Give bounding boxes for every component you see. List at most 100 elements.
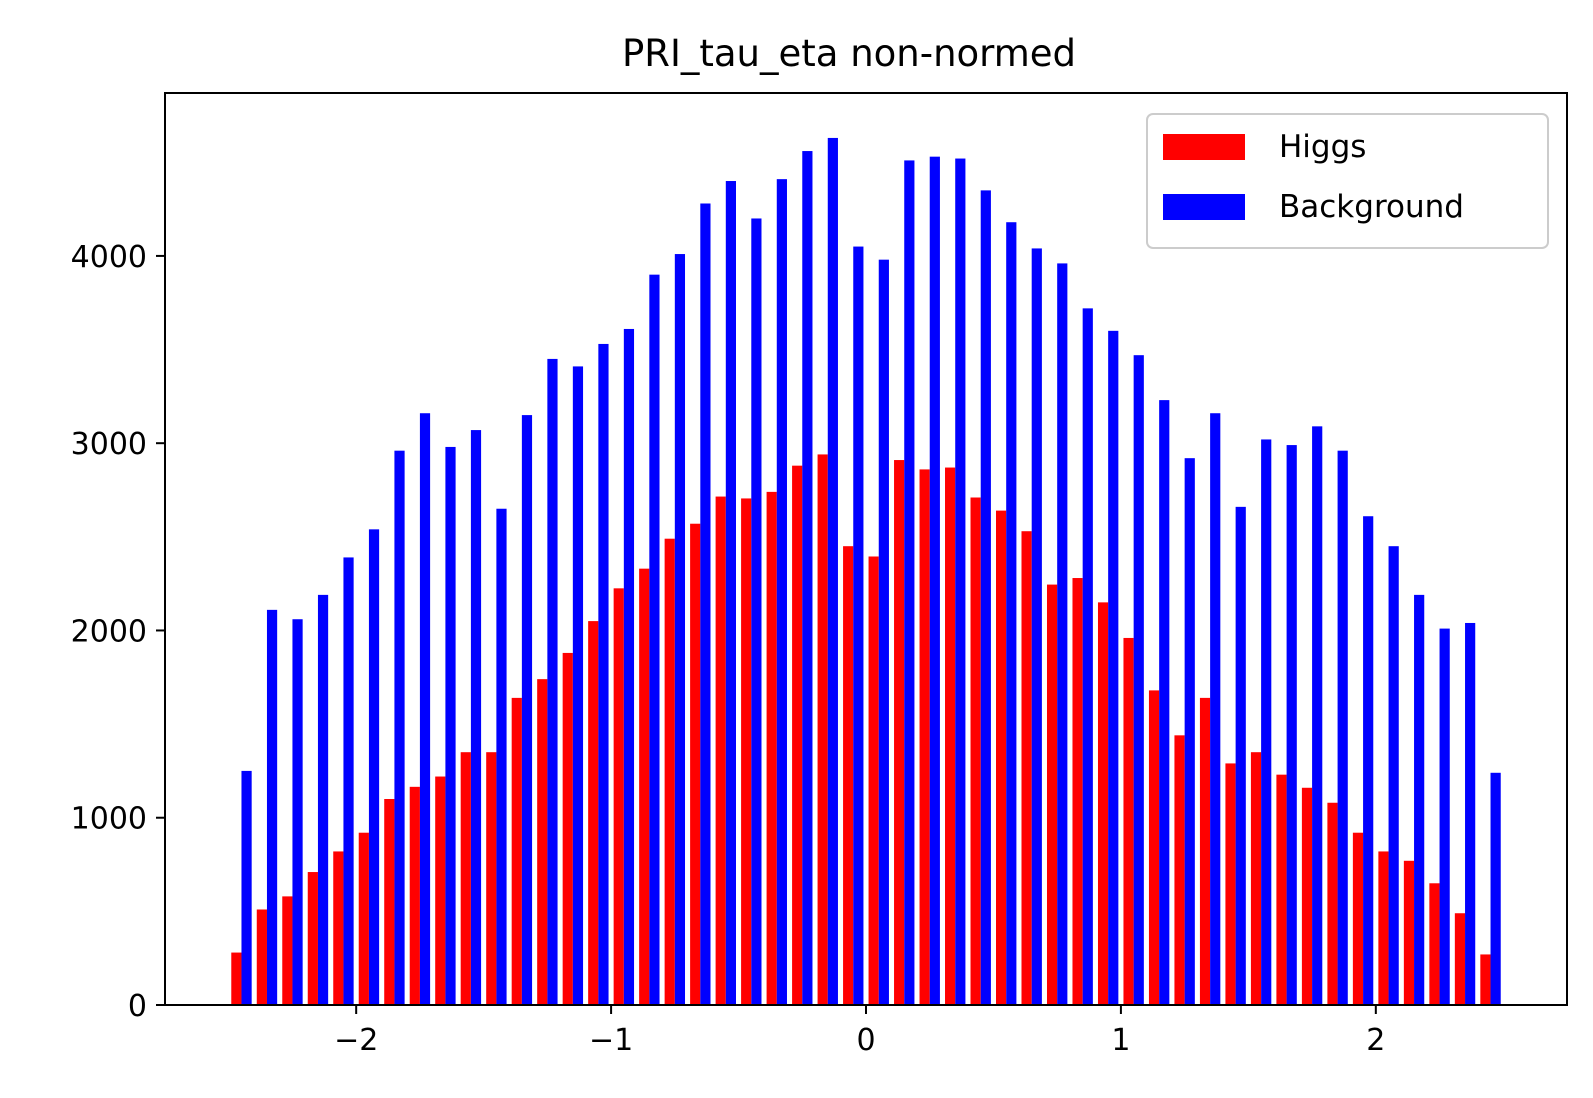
- bar-background-15: [623, 328, 635, 1006]
- bar-background-6: [394, 450, 405, 1005]
- bar-background-4: [343, 557, 354, 1005]
- axes-layer: −2 −1 0 1 2 0 1000 2000 3000 4000: [71, 92, 1568, 1058]
- bar-background-45: [1388, 546, 1399, 1005]
- bars-layer: [231, 137, 1501, 1006]
- bar-higgs-31: [1021, 531, 1032, 1005]
- bar-higgs-16: [639, 568, 650, 1005]
- bar-higgs-26: [894, 460, 905, 1005]
- bar-higgs-1: [256, 909, 267, 1005]
- bar-background-33: [1082, 308, 1093, 1005]
- bar-higgs-28: [945, 467, 956, 1005]
- bar-background-0: [241, 770, 252, 1005]
- bar-higgs-20: [741, 498, 752, 1005]
- x-tick-label: 2: [1366, 1023, 1385, 1058]
- bar-higgs-6: [384, 799, 395, 1005]
- bar-higgs-36: [1148, 690, 1160, 1005]
- bar-background-49: [1490, 772, 1501, 1005]
- bar-higgs-21: [766, 491, 777, 1005]
- bar-higgs-13: [562, 652, 573, 1005]
- bar-background-22: [802, 151, 813, 1006]
- bar-background-43: [1337, 450, 1348, 1005]
- bar-higgs-27: [919, 469, 930, 1005]
- y-tick-label: 1000: [71, 802, 147, 837]
- bar-background-5: [368, 529, 380, 1005]
- bar-higgs-34: [1097, 602, 1109, 1005]
- bar-background-40: [1261, 439, 1272, 1005]
- bar-higgs-0: [231, 952, 242, 1005]
- bar-higgs-4: [333, 851, 344, 1005]
- bar-background-9: [470, 430, 482, 1006]
- bar-background-28: [955, 158, 966, 1006]
- bar-background-1: [266, 609, 278, 1005]
- bar-higgs-10: [486, 752, 497, 1005]
- bar-higgs-30: [996, 510, 1007, 1005]
- bar-higgs-17: [664, 538, 675, 1005]
- bar-background-46: [1414, 594, 1425, 1005]
- bar-higgs-5: [358, 832, 369, 1005]
- bar-background-2: [292, 619, 303, 1005]
- bar-background-11: [521, 415, 533, 1006]
- bar-background-42: [1312, 426, 1323, 1006]
- bar-higgs-46: [1403, 860, 1415, 1005]
- y-tick-label: 4000: [71, 240, 147, 275]
- bar-higgs-38: [1199, 697, 1211, 1005]
- bar-background-35: [1133, 355, 1144, 1005]
- bar-higgs-7: [409, 786, 420, 1005]
- bar-background-36: [1159, 400, 1170, 1005]
- bar-higgs-33: [1072, 578, 1083, 1005]
- bar-background-13: [572, 366, 584, 1005]
- bar-background-12: [547, 358, 558, 1005]
- bar-background-47: [1439, 628, 1450, 1005]
- bar-higgs-24: [843, 546, 854, 1005]
- bar-higgs-47: [1429, 883, 1440, 1005]
- bar-background-48: [1465, 622, 1476, 1005]
- y-tick-label: 3000: [71, 427, 147, 462]
- bar-higgs-25: [868, 556, 879, 1005]
- bar-higgs-45: [1378, 851, 1389, 1005]
- bar-background-20: [751, 218, 762, 1006]
- bar-background-37: [1184, 458, 1195, 1005]
- bar-background-29: [980, 190, 991, 1005]
- bar-background-7: [419, 413, 431, 1006]
- bar-background-17: [674, 254, 686, 1006]
- x-tick-label: 0: [856, 1023, 875, 1058]
- legend-label-higgs: Higgs: [1279, 129, 1366, 165]
- bar-background-14: [598, 343, 609, 1005]
- bar-background-8: [445, 446, 456, 1005]
- x-tick-label: −2: [334, 1023, 378, 1058]
- bar-higgs-3: [307, 872, 318, 1005]
- bar-higgs-43: [1327, 802, 1338, 1005]
- bar-background-21: [776, 179, 787, 1005]
- bar-higgs-19: [715, 496, 726, 1005]
- bar-background-23: [827, 137, 838, 1005]
- bar-higgs-41: [1276, 774, 1287, 1005]
- bar-higgs-18: [690, 523, 701, 1005]
- bar-higgs-15: [613, 588, 624, 1005]
- x-tick-label: 1: [1111, 1023, 1130, 1058]
- bar-higgs-12: [537, 679, 548, 1005]
- bar-higgs-23: [817, 454, 828, 1005]
- bar-background-44: [1363, 516, 1374, 1005]
- bar-higgs-40: [1250, 752, 1262, 1005]
- bar-background-16: [649, 274, 660, 1005]
- bar-background-18: [700, 203, 711, 1006]
- bar-higgs-32: [1046, 584, 1058, 1005]
- y-tick-label: 2000: [71, 614, 147, 649]
- bar-background-34: [1108, 330, 1119, 1006]
- bar-background-3: [317, 594, 329, 1005]
- bar-background-10: [496, 508, 507, 1005]
- bar-background-41: [1286, 445, 1297, 1005]
- bar-higgs-2: [282, 896, 293, 1005]
- bar-background-25: [878, 259, 889, 1005]
- legend-swatch-background: [1163, 194, 1245, 220]
- bar-higgs-14: [588, 621, 599, 1005]
- x-tick-label: −1: [589, 1023, 633, 1058]
- bar-background-24: [853, 246, 864, 1005]
- bar-higgs-44: [1352, 832, 1364, 1005]
- legend-label-background: Background: [1279, 189, 1464, 225]
- bar-higgs-35: [1123, 637, 1134, 1005]
- bar-higgs-11: [511, 697, 522, 1005]
- bar-higgs-9: [460, 752, 471, 1005]
- bar-background-38: [1210, 413, 1221, 1006]
